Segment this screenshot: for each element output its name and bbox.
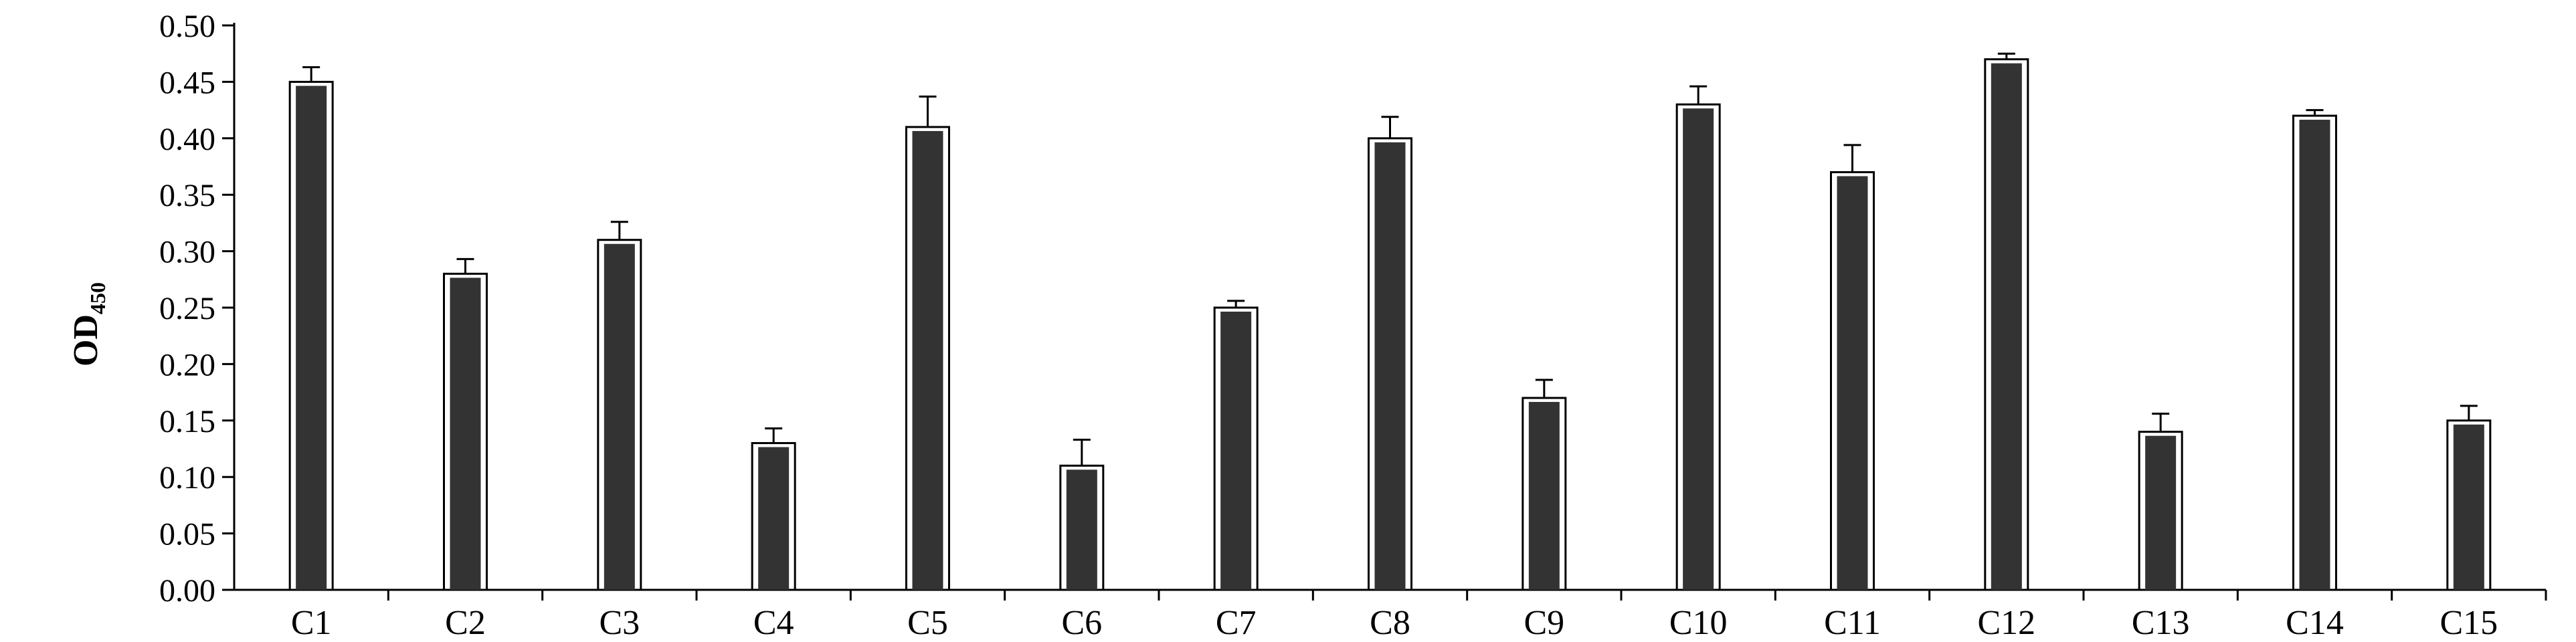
y-axis-label-main: OD (67, 314, 105, 366)
bar-fill-c10 (1683, 108, 1714, 590)
bar-fill-c1 (296, 86, 327, 590)
bar-fill-c8 (1374, 142, 1406, 591)
bar-fill-c6 (1066, 469, 1097, 590)
bar-fill-c15 (2453, 424, 2484, 590)
bar-fill-c9 (1528, 402, 1560, 590)
x-tick-label-c9: C9 (1524, 604, 1564, 642)
x-tick-label-c10: C10 (1669, 604, 1728, 642)
y-tick-label: 0.35 (159, 178, 215, 213)
y-tick-label: 0.10 (159, 460, 215, 496)
x-tick-label-c4: C4 (753, 604, 794, 642)
y-tick-label: 0.20 (159, 347, 215, 383)
bar-fill-c12 (1991, 63, 2022, 590)
y-axis-label: OD450 (67, 282, 110, 366)
x-tick-label-c2: C2 (445, 604, 486, 642)
y-tick-label: 0.45 (159, 65, 215, 100)
bar-fill-c2 (450, 278, 481, 590)
x-tick-label-c3: C3 (599, 604, 640, 642)
y-tick-label: 0.30 (159, 235, 215, 270)
error-bars-group (302, 52, 2478, 466)
y-tick-label: 0.15 (159, 404, 215, 439)
x-tick-label-c7: C7 (1216, 604, 1257, 642)
bar-fill-c4 (758, 447, 790, 590)
x-tick-label-c13: C13 (2132, 604, 2190, 642)
y-axis-label-subscript: 450 (86, 282, 110, 314)
bar-fill-c14 (2299, 120, 2330, 591)
bar-fill-c5 (912, 130, 943, 591)
x-axis-labels: C1 C2 C3 C4 C5 C6 C7 C8 C9 C10 C11 C12 C13 C14 C15 (291, 604, 2498, 642)
bar-fill-c13 (2145, 435, 2177, 590)
y-tick-label: 0.40 (159, 122, 215, 157)
bar-fill-c3 (604, 243, 635, 591)
y-tick-label: 0.25 (159, 291, 215, 326)
x-tick-label-c1: C1 (291, 604, 332, 642)
y-tick-label: 0.05 (159, 517, 215, 552)
x-tick-label-c5: C5 (907, 604, 948, 642)
bars-group (288, 58, 2492, 591)
x-tick-label-c8: C8 (1370, 604, 1410, 642)
y-axis-ticks: 0.00 0.05 0.10 0.15 0.20 0.25 0.30 0.35 0.40 0.45… (159, 9, 234, 609)
x-tick-label-c11: C11 (1824, 604, 1881, 642)
x-tick-label-c12: C12 (1977, 604, 2035, 642)
bar-fill-c7 (1220, 312, 1252, 590)
x-tick-label-c6: C6 (1061, 604, 1102, 642)
x-tick-label-c14: C14 (2286, 604, 2344, 642)
x-tick-label-c15: C15 (2440, 604, 2498, 642)
y-tick-label: 0.00 (159, 573, 215, 609)
y-tick-label: 0.50 (159, 9, 215, 44)
bar-fill-c11 (1837, 176, 1868, 590)
